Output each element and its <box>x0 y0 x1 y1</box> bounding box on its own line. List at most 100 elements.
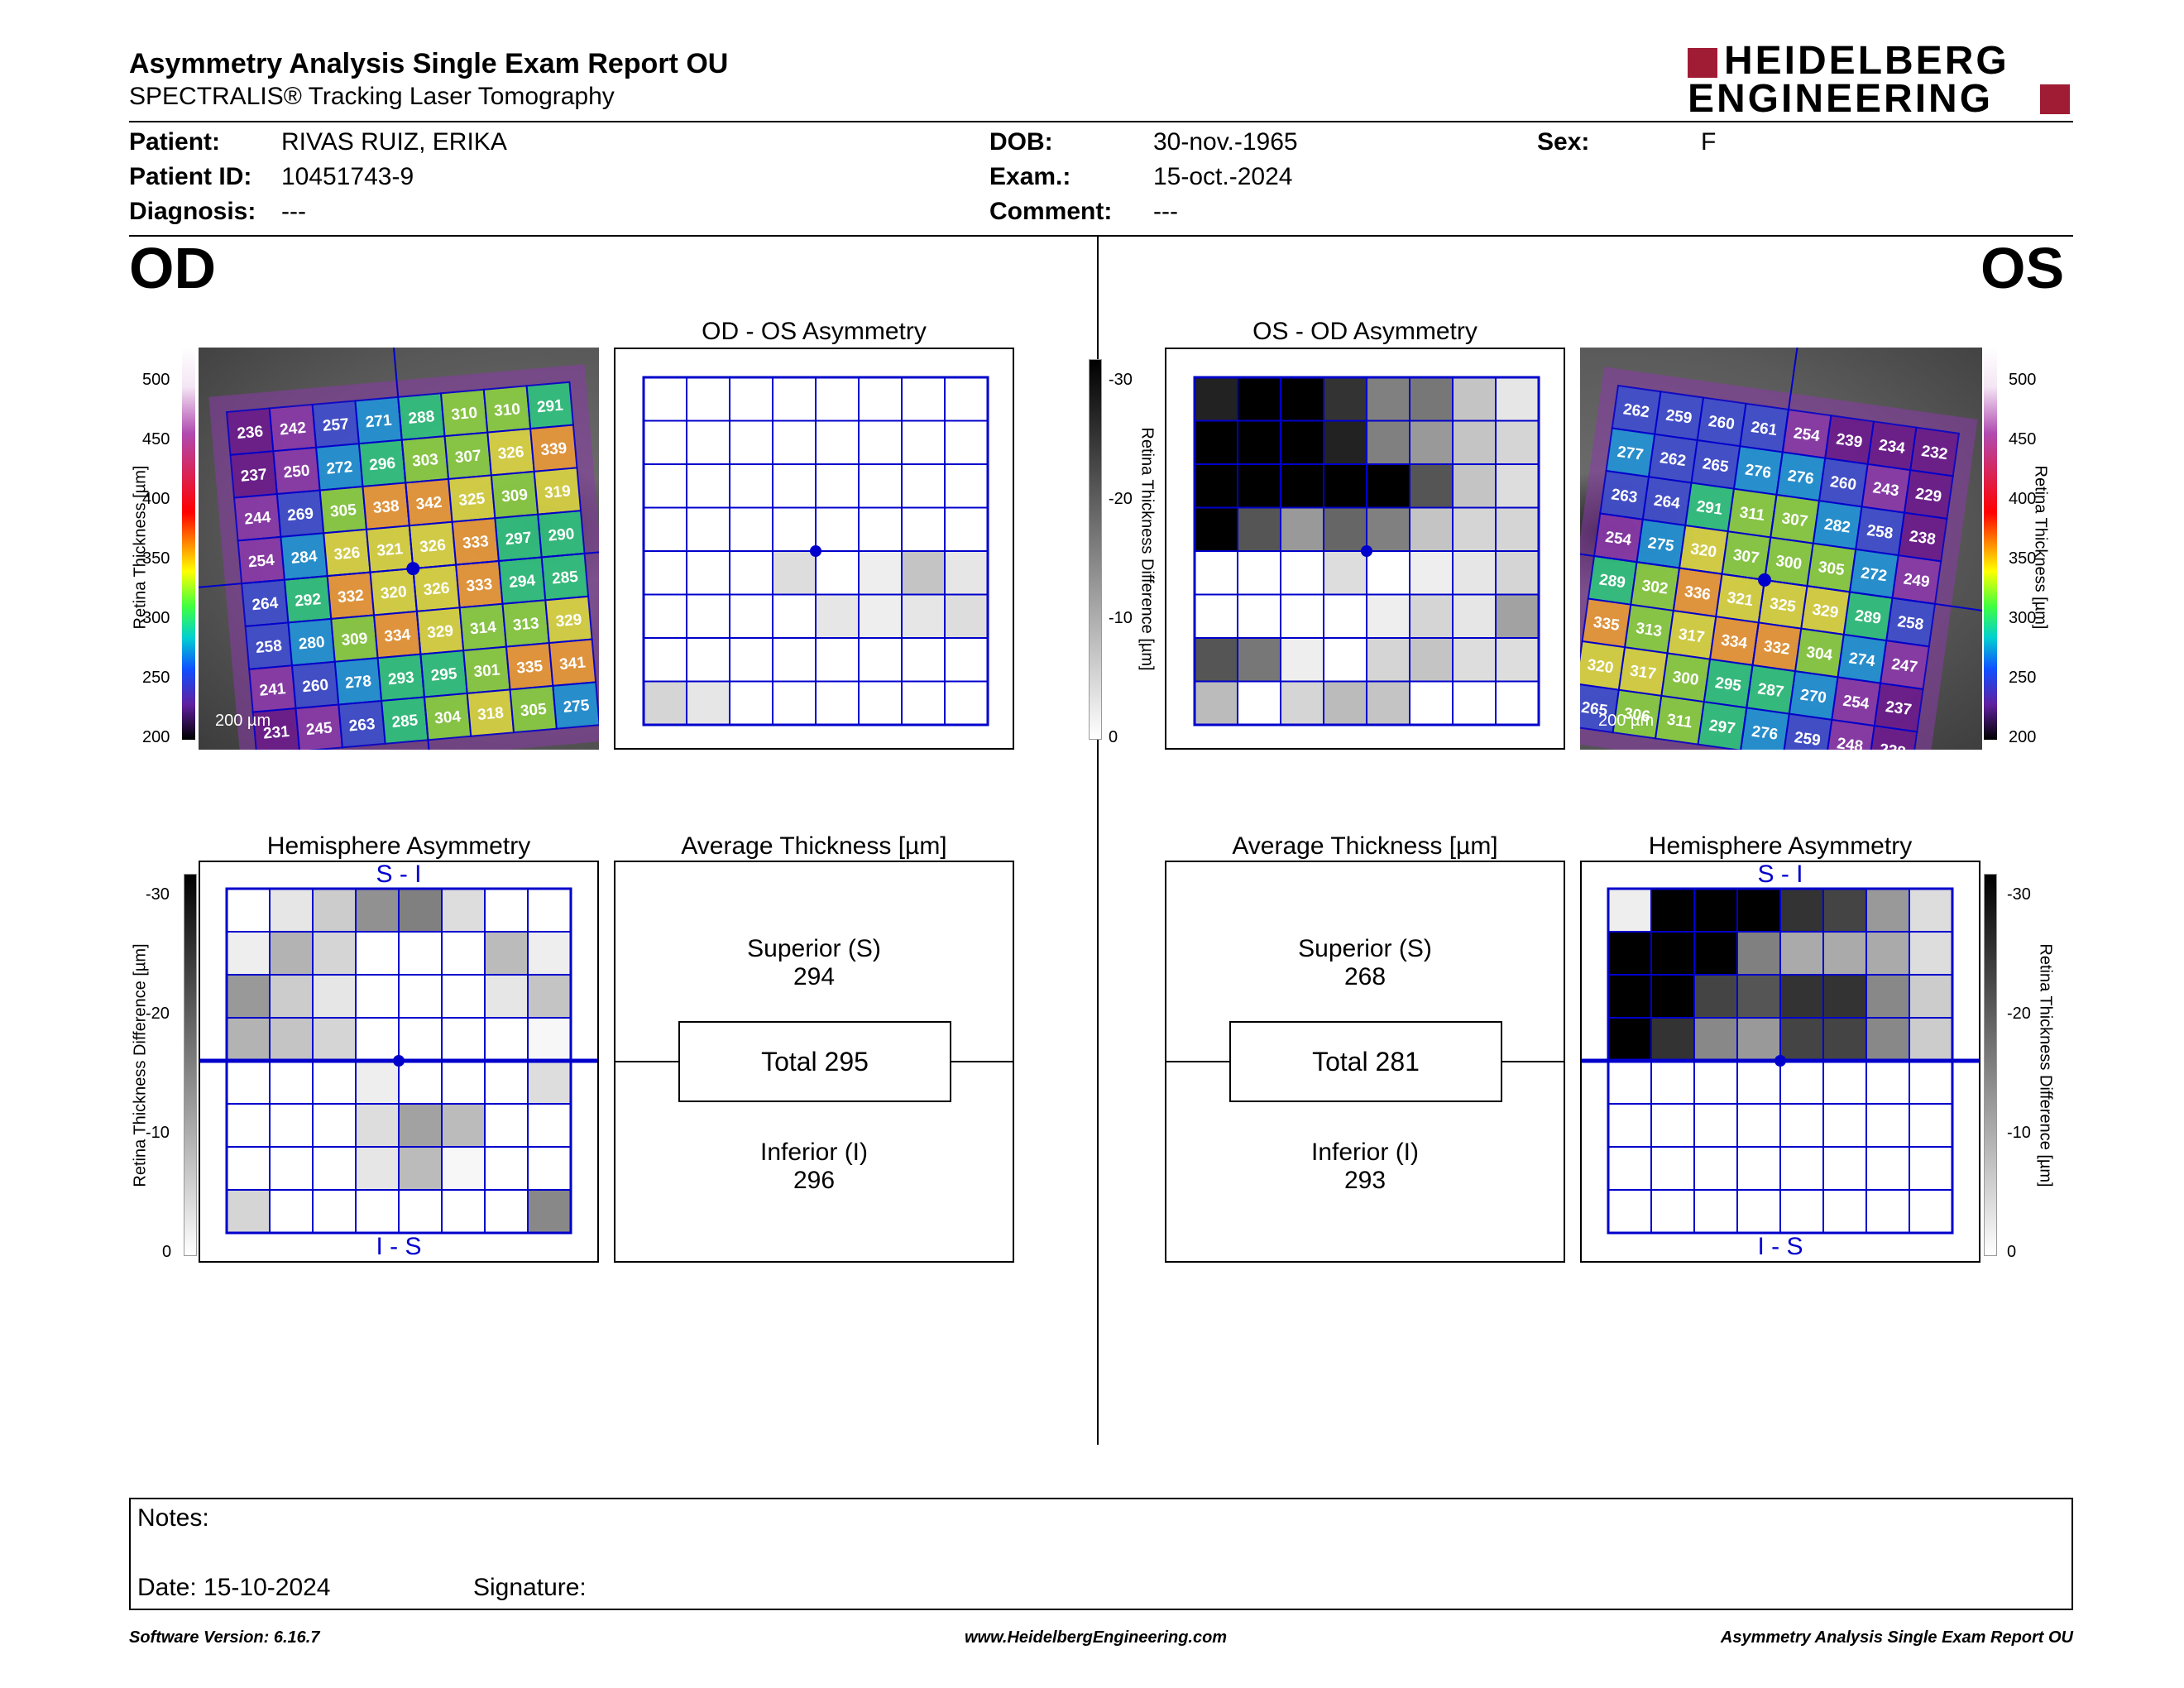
os-inferior-label: Inferior (I) <box>1310 1139 1420 1166</box>
grid-cell <box>1909 1103 1953 1148</box>
os-hemisphere-grid <box>1582 887 1979 1235</box>
grid-cell <box>312 974 357 1019</box>
grid-cell <box>1280 463 1324 509</box>
os-thickness-tick: 400 <box>2009 490 2037 508</box>
thickness-value: 320 <box>380 583 407 603</box>
grid-cell <box>1452 463 1497 509</box>
report-subtitle: SPECTRALIS® Tracking Laser Tomography <box>129 83 615 110</box>
grid-cell <box>901 680 946 726</box>
grid-cell <box>1237 680 1281 726</box>
grid-cell <box>1736 1189 1781 1234</box>
od-asymmetry-panel <box>614 348 1014 750</box>
thickness-value: 311 <box>1666 711 1694 731</box>
grid-cell <box>312 931 357 976</box>
thickness-value: 257 <box>322 415 349 435</box>
od-scale-bar: 200 µm <box>215 712 271 730</box>
grid-cell <box>1452 593 1497 639</box>
thickness-value: 254 <box>247 552 275 572</box>
grid-cell <box>1323 593 1367 639</box>
grid-cell <box>686 506 730 552</box>
thickness-value: 300 <box>1671 669 1699 689</box>
thickness-value: 245 <box>305 719 333 739</box>
os-asymmetry-panel <box>1165 348 1565 750</box>
grid-cell <box>1736 1060 1781 1105</box>
grid-cell <box>441 974 486 1019</box>
grid-cell <box>398 888 443 933</box>
grid-cell <box>944 376 989 422</box>
grid-cell <box>729 376 774 422</box>
thickness-value: 247 <box>1890 655 1918 676</box>
thickness-value: 307 <box>1780 510 1808 530</box>
grid-cell <box>815 550 860 596</box>
thickness-value: 320 <box>1689 540 1717 561</box>
grid-cell <box>1779 1103 1824 1148</box>
od-thickness-tick: 450 <box>142 430 170 448</box>
od-hemisphere-bottom-label: I - S <box>376 1233 422 1260</box>
thickness-value: 304 <box>434 708 462 728</box>
grid-cell <box>269 1146 314 1191</box>
grid-cell <box>772 637 817 683</box>
grid-cell <box>686 550 730 596</box>
os-average-title: Average Thickness [µm] <box>1232 832 1498 860</box>
grid-cell <box>484 1189 529 1234</box>
thickness-value: 313 <box>512 615 539 635</box>
thickness-value: 329 <box>426 622 453 642</box>
od-thickness-tick: 300 <box>142 609 170 627</box>
thickness-value: 262 <box>1659 449 1687 470</box>
grid-cell <box>1822 1146 1867 1191</box>
os-thickness-colorbar <box>1984 348 1997 740</box>
grid-cell <box>729 420 774 465</box>
os-eye-label: OS <box>1980 236 2065 300</box>
grid-cell <box>901 463 946 509</box>
website: www.HeidelbergEngineering.com <box>965 1628 1228 1647</box>
grid-cell <box>312 888 357 933</box>
thickness-value: 249 <box>1903 570 1931 591</box>
grid-cell <box>901 506 946 552</box>
grid-cell <box>1409 680 1454 726</box>
thickness-value: 305 <box>1818 559 1846 579</box>
grid-cell <box>1909 888 1953 933</box>
thickness-value: 259 <box>1794 729 1822 750</box>
patient-id-label: Patient ID: <box>129 163 252 190</box>
grid-cell <box>1866 1103 1910 1148</box>
grid-cell <box>441 1060 486 1105</box>
od-inferior-value: 296 <box>793 1167 836 1194</box>
thickness-value: 262 <box>1622 400 1650 421</box>
grid-cell <box>1409 376 1454 422</box>
grid-cell <box>398 931 443 976</box>
grid-cell <box>815 376 860 422</box>
grid-cell <box>858 680 903 726</box>
grid-cell <box>1866 974 1910 1019</box>
grid-cell <box>527 1146 572 1191</box>
grid-cell <box>484 931 529 976</box>
thickness-value: 333 <box>462 533 489 553</box>
grid-cell <box>1495 420 1540 465</box>
grid-cell <box>441 888 486 933</box>
grid-cell <box>1409 550 1454 596</box>
os-total-value: Total 281 <box>1312 1046 1420 1077</box>
grid-cell <box>1909 1189 1953 1234</box>
thickness-value: 341 <box>558 654 587 674</box>
patient-value: RIVAS RUIZ, ERIKA <box>281 128 507 156</box>
os-diff-tick: -10 <box>2007 1124 2031 1142</box>
os-thickness-tick: 500 <box>2009 371 2037 389</box>
grid-cell <box>686 680 730 726</box>
grid-cell <box>269 931 314 976</box>
thickness-value: 289 <box>1854 607 1882 628</box>
grid-cell <box>1779 1146 1824 1191</box>
heidelberg-logo: HEIDELBERG ENGINEERING <box>1688 41 2073 119</box>
grid-cell <box>1909 1060 1953 1105</box>
thickness-value: 263 <box>1610 486 1638 506</box>
grid-cell <box>441 1017 486 1062</box>
grid-cell <box>1607 1103 1652 1148</box>
grid-cell <box>772 506 817 552</box>
grid-cell <box>1779 974 1824 1019</box>
grid-cell <box>1866 1060 1910 1105</box>
signature-label: Signature: <box>473 1574 587 1601</box>
thickness-value: 258 <box>1896 613 1924 634</box>
thickness-value: 243 <box>1871 479 1899 500</box>
grid-cell <box>686 376 730 422</box>
thickness-value: 231 <box>262 723 290 743</box>
thickness-value: 282 <box>1823 516 1851 536</box>
thickness-value: 295 <box>1714 674 1743 695</box>
